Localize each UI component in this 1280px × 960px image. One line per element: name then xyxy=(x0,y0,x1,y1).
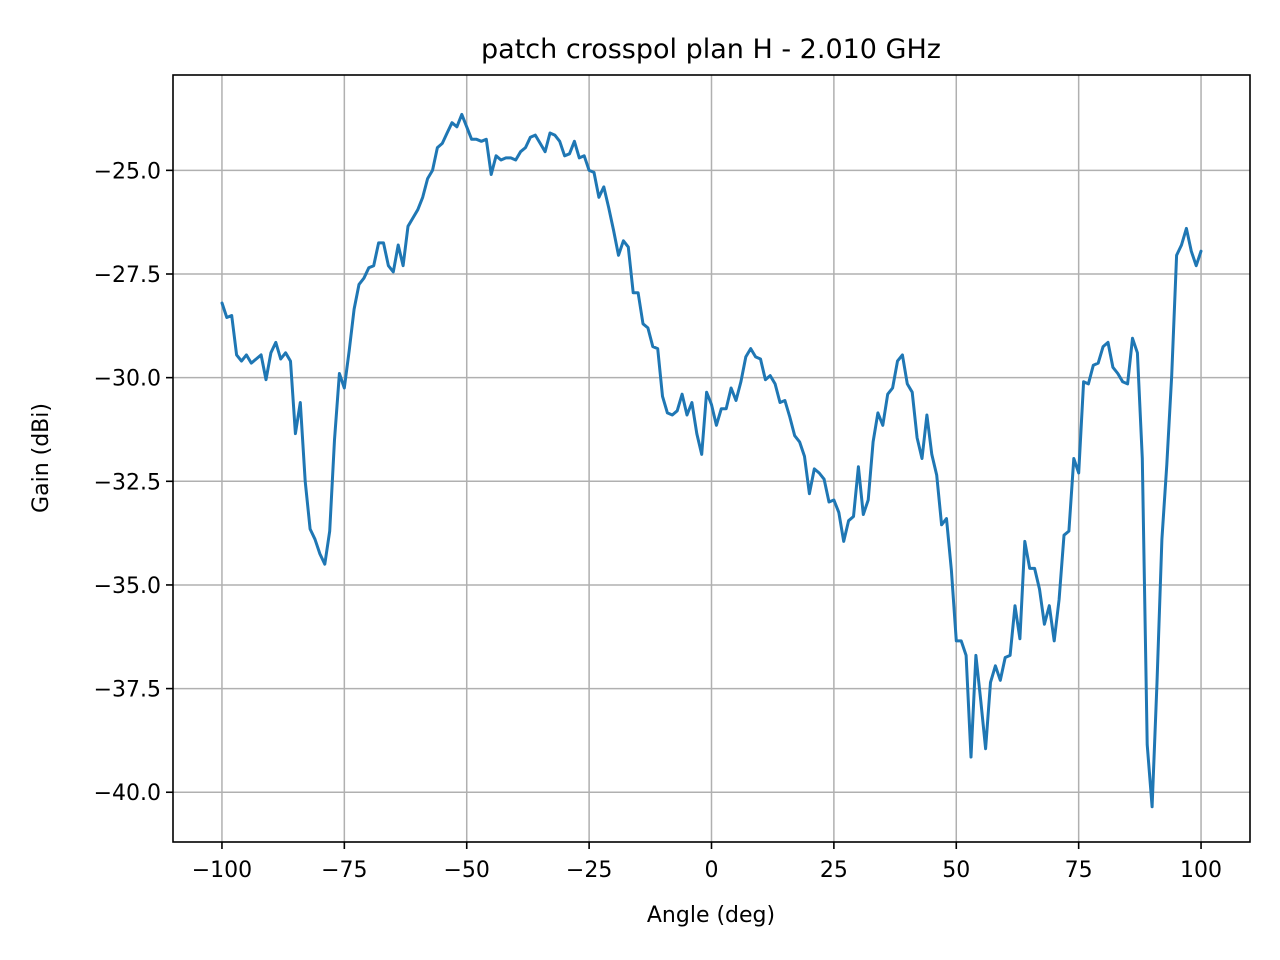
x-tick-label: 75 xyxy=(1065,858,1093,883)
x-tick-label: 100 xyxy=(1180,858,1222,883)
x-tick-label: 50 xyxy=(942,858,970,883)
series-layer xyxy=(220,112,1203,809)
y-tick-label: −25.0 xyxy=(94,159,161,184)
x-tick-label: −75 xyxy=(321,858,367,883)
y-tick-label: −40.0 xyxy=(94,781,161,806)
y-tick-label: −37.5 xyxy=(94,678,161,703)
y-tick-label: −27.5 xyxy=(94,263,161,288)
x-tick-label: −100 xyxy=(192,858,252,883)
chart-title: patch crosspol plan H - 2.010 GHz xyxy=(481,34,941,65)
x-axis-label: Angle (deg) xyxy=(647,903,775,928)
x-tick-label: 25 xyxy=(820,858,848,883)
y-tick-label: −35.0 xyxy=(94,574,161,599)
x-tick-label: −50 xyxy=(444,858,490,883)
y-tick-label: −30.0 xyxy=(94,367,161,392)
gain-series-line xyxy=(220,112,1203,809)
x-tick-label: 0 xyxy=(705,858,719,883)
grid-lines xyxy=(173,75,1250,842)
axis-ticks: −100 −75 −50 −25 0 25 50 75 100 −25.0 −27.5 −30.0 −3… xyxy=(94,159,1222,883)
y-axis-label: Gain (dBi) xyxy=(29,403,54,513)
x-tick-label: −25 xyxy=(566,858,612,883)
y-tick-label: −32.5 xyxy=(94,470,161,495)
